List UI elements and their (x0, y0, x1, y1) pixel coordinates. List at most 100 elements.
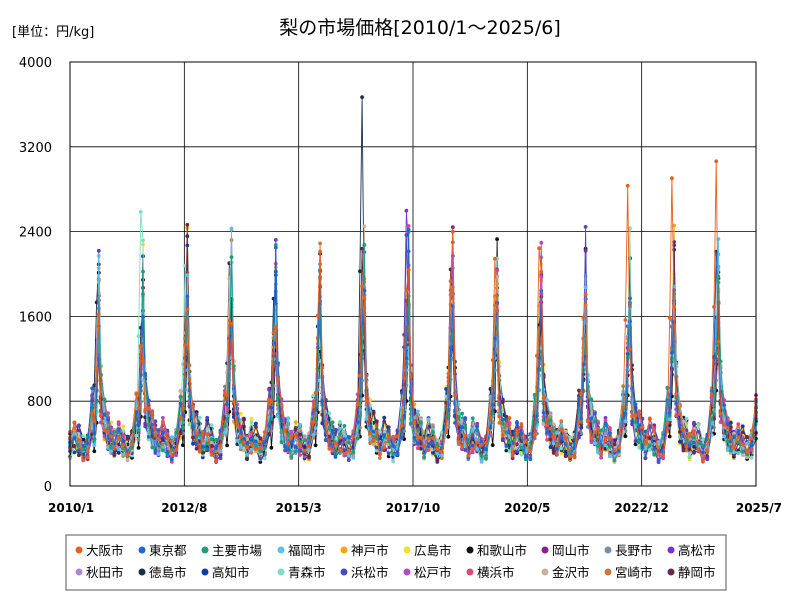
data-point (647, 436, 652, 440)
x-tick-label: 2015/3 (276, 501, 322, 515)
legend-marker (667, 568, 675, 576)
data-point (209, 423, 214, 428)
data-point (311, 393, 316, 398)
data-point (554, 443, 559, 448)
data-point (725, 448, 730, 453)
data-point (298, 449, 302, 453)
legend-label: 徳島市 (149, 565, 187, 580)
legend-marker (541, 568, 549, 576)
data-point (466, 453, 471, 458)
data-point (187, 394, 192, 399)
data-point (519, 452, 524, 457)
data-point (404, 208, 409, 213)
data-point (200, 450, 205, 455)
legend-marker (138, 568, 146, 576)
data-point (446, 434, 451, 439)
y-tick-label: 2400 (19, 226, 52, 241)
data-point (374, 448, 379, 453)
data-point (740, 442, 745, 447)
data-point (416, 435, 420, 439)
data-point (674, 392, 679, 397)
data-point (235, 411, 240, 416)
data-point (495, 237, 499, 242)
data-point (637, 409, 642, 413)
data-point (121, 424, 125, 429)
data-point (315, 313, 320, 318)
y-tick-label: 0 (44, 480, 52, 495)
data-point (283, 444, 287, 449)
data-point (647, 443, 652, 448)
data-point (630, 414, 634, 419)
y-tick-label: 4000 (19, 56, 52, 71)
data-point (205, 415, 210, 420)
data-point (692, 440, 696, 445)
data-point (732, 445, 736, 450)
data-point (371, 442, 376, 447)
data-point (608, 426, 612, 430)
data-point (696, 429, 701, 434)
data-point (106, 446, 110, 450)
data-point (269, 399, 274, 404)
data-point (444, 416, 449, 420)
data-point (289, 434, 294, 439)
data-point (254, 439, 258, 444)
data-point (456, 415, 461, 420)
data-point (593, 430, 597, 435)
data-point (426, 436, 431, 441)
x-tick-label: 2025/7 (736, 501, 782, 515)
data-point (218, 456, 223, 461)
data-point (545, 430, 549, 435)
data-point (185, 222, 190, 227)
data-point (209, 440, 214, 445)
data-point (435, 447, 440, 451)
data-point (439, 430, 444, 435)
data-point (229, 321, 234, 326)
data-point (77, 438, 81, 443)
data-point (643, 429, 648, 434)
data-point (504, 414, 509, 419)
data-point (460, 411, 464, 416)
data-point (583, 334, 588, 339)
data-point (185, 294, 190, 299)
data-point (400, 423, 404, 428)
data-point (298, 422, 302, 427)
legend-marker (277, 568, 285, 576)
data-point (633, 413, 638, 418)
data-point (453, 393, 457, 398)
data-point (749, 436, 754, 441)
legend-entry: 長野市 (604, 543, 653, 558)
data-point (431, 450, 435, 455)
data-point (537, 246, 541, 251)
legend-entry: 高知市 (201, 565, 250, 580)
data-point (674, 413, 679, 418)
data-point (539, 269, 544, 274)
data-point (728, 451, 733, 456)
data-point (740, 449, 745, 454)
data-point (223, 430, 227, 435)
data-point (446, 371, 451, 376)
data-point (395, 451, 400, 455)
data-point (116, 420, 121, 425)
data-point (444, 387, 449, 391)
data-point (435, 451, 440, 456)
data-point (439, 453, 444, 458)
legend-entry: 浜松市 (340, 565, 389, 580)
data-point (146, 437, 151, 442)
legend-box (65, 534, 727, 591)
data-point (736, 440, 741, 445)
data-point (134, 392, 139, 397)
data-point (106, 417, 110, 422)
data-point (495, 268, 499, 273)
data-point (687, 434, 692, 438)
data-point (293, 445, 298, 449)
data-point (165, 436, 170, 440)
data-point (596, 426, 600, 431)
data-point (652, 452, 657, 457)
legend-marker (466, 546, 474, 554)
data-point (479, 460, 484, 464)
data-point (551, 422, 556, 427)
data-point (92, 383, 97, 388)
legend-label: 岡山市 (552, 543, 590, 558)
data-point (450, 229, 455, 234)
legend-entry: 福岡市 (277, 543, 326, 558)
